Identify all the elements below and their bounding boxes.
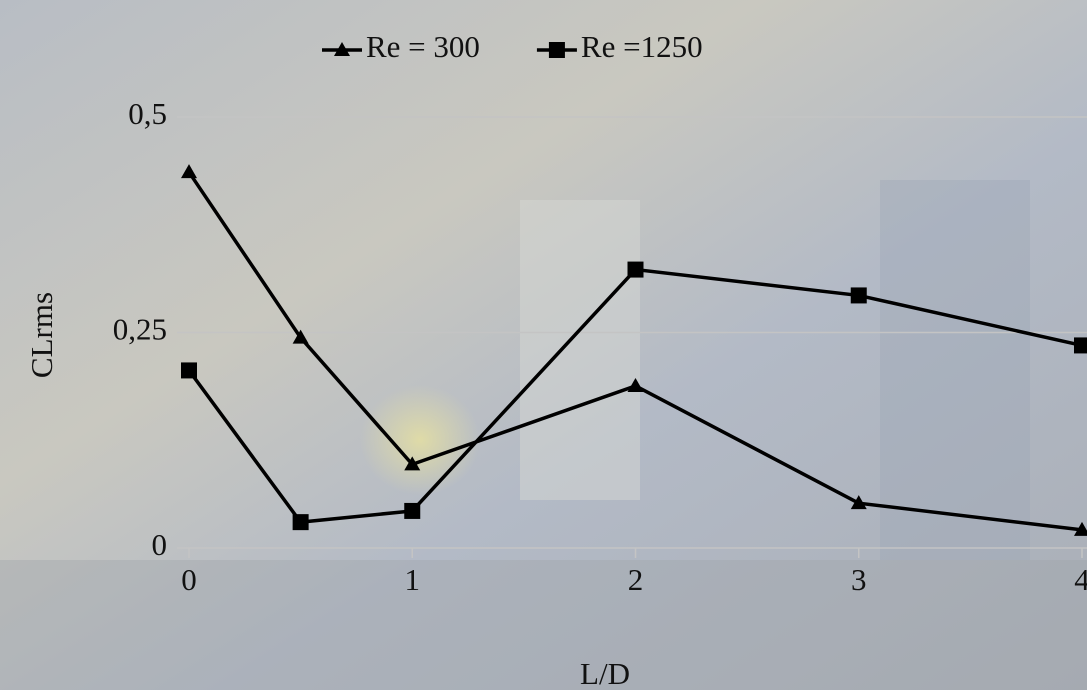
background-blotch bbox=[0, 560, 1087, 690]
y-tick-label: 0,25 bbox=[113, 312, 167, 347]
x-axis-label: L/D bbox=[580, 656, 630, 690]
marker bbox=[404, 503, 420, 519]
marker bbox=[851, 287, 867, 303]
y-tick-label: 0,5 bbox=[128, 96, 167, 131]
y-tick-label: 0 bbox=[152, 527, 168, 562]
chart: CLrms L/D 0 0,25 0,5 0 1 2 3 4 Re = 300 Re =1250 bbox=[0, 0, 1087, 690]
marker bbox=[628, 262, 644, 278]
x-tick-label: 4 bbox=[1074, 562, 1087, 597]
page: CLrms L/D 00,250,501234Re = 300Re =1250 … bbox=[0, 0, 1087, 690]
x-tick-label: 1 bbox=[405, 562, 421, 597]
legend-label: Re =1250 bbox=[581, 29, 703, 64]
y-axis-label: CLrms bbox=[24, 292, 59, 378]
x-tick-label: 2 bbox=[628, 562, 644, 597]
x-tick-label: 0 bbox=[181, 562, 197, 597]
background-glow bbox=[360, 385, 480, 495]
legend-marker bbox=[549, 42, 565, 58]
background-blotch bbox=[880, 180, 1030, 560]
marker bbox=[1074, 337, 1087, 353]
legend-label: Re = 300 bbox=[366, 29, 480, 64]
marker bbox=[293, 514, 309, 530]
background-blotch bbox=[520, 200, 640, 500]
x-tick-label: 3 bbox=[851, 562, 867, 597]
marker bbox=[181, 362, 197, 378]
